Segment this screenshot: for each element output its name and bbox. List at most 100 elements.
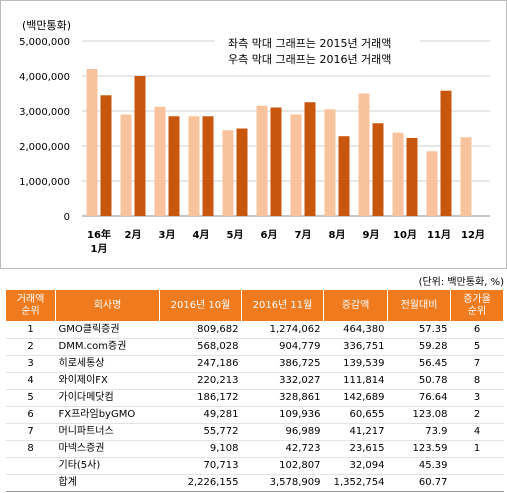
col-oct-cell: 247,186 [159, 355, 242, 373]
col-change-cell: 23,615 [323, 440, 388, 458]
col-rank-header: 거래액 순위 [5, 289, 56, 322]
col-nov-cell: 1,274,062 [241, 321, 324, 339]
table-row: 8 마넥스증권 9,108 42,723 23,615 123.59 1 [5, 440, 504, 458]
x-tick-label: 3月 [159, 229, 176, 241]
x-tick-label: 12月 [461, 229, 485, 241]
y-axis-label: (백만통화) [22, 19, 71, 32]
x-tick-label: 2月 [125, 229, 142, 241]
bar-2016 [270, 107, 282, 216]
col-change-cell: 336,751 [323, 338, 388, 356]
y-tick-label: 1,000,000 [19, 177, 70, 188]
annotation-box: 좌측 막대 그래프는 2015년 거래액 우측 막대 그래프는 2016년 거래… [215, 30, 420, 72]
bar-2016 [440, 90, 452, 216]
col-growth-rank-cell: 8 [450, 372, 504, 390]
bar-2015 [324, 109, 336, 216]
col-company-cell: 가이다메닷컴 [55, 389, 160, 407]
bar-2015 [460, 137, 472, 216]
col-company-cell: DMM.com증권 [55, 338, 160, 356]
col-oct-cell: 9,108 [159, 440, 242, 458]
col-growth-rank-cell: 7 [450, 355, 504, 373]
col-company-cell: 합계 [55, 474, 160, 492]
col-growth-rank-cell: 4 [450, 423, 504, 441]
col-company-cell: 히로세통상 [55, 355, 160, 373]
col-oct-cell: 568,028 [159, 338, 242, 356]
bar-2015 [256, 105, 268, 216]
col-company-header: 회사명 [55, 289, 160, 322]
col-oct-cell: 49,281 [159, 406, 242, 424]
ranking-table: 거래액 순위 회사명 2016년 10월 2016년 11월 증감액 전월대비 증가율 순위 1… [5, 289, 504, 492]
col-nov-cell: 109,936 [241, 406, 324, 424]
table-header-row: 거래액 순위 회사명 2016년 10월 2016년 11월 증감액 전월대비 증가율 순위 [5, 289, 504, 322]
y-tick-label: 3,000,000 [19, 107, 70, 118]
x-tick-label: 9月 [363, 229, 380, 241]
col-growth-rank-header: 증가율 순위 [450, 289, 504, 322]
col-nov-cell: 96,989 [241, 423, 324, 441]
bar-chart: (백만통화) 0 1,000,000 2,000,000 3,000,000 4,000… [0, 0, 507, 269]
x-tick-label: 5月 [227, 229, 244, 241]
col-change-cell: 142,689 [323, 389, 388, 407]
col-change-cell: 111,814 [323, 372, 388, 390]
col-growth-rank-cell: 3 [450, 389, 504, 407]
table-unit-note: (단위: 백만통화, %) [418, 277, 504, 288]
bar-2015 [154, 106, 166, 216]
col-growth-rank-cell: 2 [450, 406, 504, 424]
bar-2015 [426, 151, 438, 216]
col-oct-header: 2016년 10월 [159, 289, 242, 322]
col-company-cell: 기타(5사) [55, 457, 160, 475]
bar-2016 [338, 136, 350, 216]
col-mom-header: 전월대비 [387, 289, 451, 322]
col-oct-cell: 70,713 [159, 457, 242, 475]
bar-2016 [304, 102, 316, 216]
col-nov-cell: 42,723 [241, 440, 324, 458]
col-rank-cell: 7 [5, 423, 56, 441]
col-rank-cell: 8 [5, 440, 56, 458]
table-row: 7 머니파트너스 55,772 96,989 41,217 73.9 4 [5, 423, 504, 441]
col-nov-cell: 904,779 [241, 338, 324, 356]
col-growth-rank-cell [450, 474, 504, 492]
col-oct-cell: 220,213 [159, 372, 242, 390]
bar-2015 [358, 93, 370, 216]
col-mom-cell: 123.59 [387, 440, 451, 458]
col-company-cell: GMO클릭증권 [55, 321, 160, 339]
col-mom-cell: 76.64 [387, 389, 451, 407]
table-row: 기타(5사) 70,713 102,807 32,094 45.39 [5, 457, 504, 475]
col-rank-cell: 3 [5, 355, 56, 373]
col-rank-cell: 1 [5, 321, 56, 339]
table-total-row: 합계 2,226,155 3,578,909 1,352,754 60.77 [5, 474, 504, 492]
col-nov-cell: 3,578,909 [241, 474, 324, 492]
col-mom-cell: 73.9 [387, 423, 451, 441]
y-tick-label: 4,000,000 [19, 72, 70, 83]
x-tick-label: 7月 [295, 229, 312, 241]
y-tick-label: 0 [64, 212, 70, 223]
bar-2016 [406, 137, 418, 216]
annotation-line-2016: 우측 막대 그래프는 2016년 거래액 [228, 53, 391, 66]
col-oct-cell: 186,172 [159, 389, 242, 407]
col-change-cell: 60,655 [323, 406, 388, 424]
col-nov-cell: 328,861 [241, 389, 324, 407]
bar-2015 [290, 114, 302, 216]
col-mom-cell: 45.39 [387, 457, 451, 475]
col-company-cell: 와이제이FX [55, 372, 160, 390]
col-nov-cell: 332,027 [241, 372, 324, 390]
col-nov-cell: 102,807 [241, 457, 324, 475]
bar-2016 [100, 95, 112, 216]
col-change-cell: 139,539 [323, 355, 388, 373]
col-change-cell: 32,094 [323, 457, 388, 475]
bar-2015 [188, 116, 200, 216]
table-row: 2 DMM.com증권 568,028 904,779 336,751 59.28 5 [5, 338, 504, 356]
col-company-cell: 머니파트너스 [55, 423, 160, 441]
col-mom-cell: 123.08 [387, 406, 451, 424]
col-rank-cell [5, 457, 56, 475]
col-growth-rank-cell [450, 457, 504, 475]
bar-2015 [86, 69, 98, 216]
table-row: 6 FX프라임byGMO 49,281 109,936 60,655 123.08 2 [5, 406, 504, 424]
col-rank-cell [5, 474, 56, 492]
col-oct-cell: 809,682 [159, 321, 242, 339]
col-company-cell: 마넥스증권 [55, 440, 160, 458]
col-change-cell: 1,352,754 [323, 474, 388, 492]
table-row: 1 GMO클릭증권 809,682 1,274,062 464,380 57.35 6 [5, 321, 504, 339]
bar-2015 [222, 130, 234, 216]
y-tick-label: 2,000,000 [19, 142, 70, 153]
col-nov-header: 2016년 11월 [241, 289, 324, 322]
